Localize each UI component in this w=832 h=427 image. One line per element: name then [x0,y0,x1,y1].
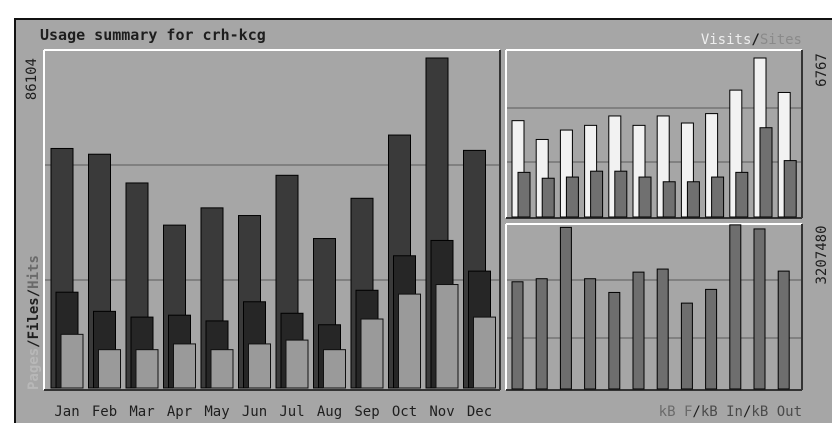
bar-kbf-jan [511,281,524,390]
bar-sites-jan [517,171,531,218]
bar-pages-sep [360,318,384,389]
svg-text:kB F/kB In/kB Out: kB F/kB In/kB Out [659,404,802,420]
bar-pages-feb [98,349,121,389]
month-label-may: May [204,404,229,420]
month-label-feb: Feb [92,404,117,420]
bar-pages-apr [173,343,196,389]
legend-kb-item-0: kB F [659,404,693,420]
bar-kbf-jul [656,268,669,390]
month-label-sep: Sep [354,404,379,420]
bar-pages-aug [323,349,346,389]
bar-kbf-feb [535,278,548,390]
month-label-jan: Jan [54,404,79,420]
month-label-jul: Jul [279,404,304,420]
visits-sites-panel [505,49,803,219]
bar-kbf-aug [680,302,693,390]
bar-pages-jul [285,339,309,389]
svg-text:Visits/Sites: Visits/Sites [701,32,802,48]
month-label-dec: Dec [467,404,492,420]
legend-main-item-0: Pages [26,348,42,390]
legend-kb-item-3: / [743,404,751,420]
legend-kb-item-4: kB Out [751,404,802,420]
month-label-aug: Aug [317,404,342,420]
legend-kb-item-1: / [692,404,700,420]
bar-kbf-jun [632,271,645,390]
bar-kbf-dec [777,270,790,390]
month-label-nov: Nov [429,404,454,420]
month-label-mar: Mar [129,404,154,420]
bar-pages-nov [435,284,459,389]
legend-visits-item-0: Visits [701,32,752,48]
legend-visits-item-2: Sites [760,32,802,48]
bar-kbf-may [608,291,621,390]
bar-pages-may [210,349,234,389]
bar-sites-feb [541,177,555,218]
legend-visits-item-1: / [751,32,759,48]
hits-files-pages-panel [43,49,501,391]
bar-sites-nov [759,127,773,218]
main-ymax-label: 86104 [24,58,40,100]
legend-kb-item-2: kB In [701,404,743,420]
bar-sites-dec [783,160,797,218]
bar-kbf-sep [705,288,718,390]
legend-main-item-2: Files [26,297,42,339]
legend-main-item-1: / [26,339,42,347]
chart-title: Usage summary for crh-kcg [40,26,266,44]
kb-legend: kB F/kB In/kB Out [659,404,802,420]
bar-sites-sep [711,176,725,218]
bar-kbf-oct [729,224,742,390]
pages-files-hits-legend: Pages/Files/Hits [26,255,42,390]
bar-pages-mar [135,349,159,389]
legend-main-item-4: Hits [26,255,42,289]
bar-pages-jun [248,343,271,389]
month-label-apr: Apr [167,404,192,420]
kb-transfer-panel [505,223,803,391]
bar-kbf-apr [584,278,597,390]
bar-kbf-mar [559,226,572,390]
month-axis: Jan Feb Mar Apr May Jun Jul Aug Sep Oct Nov Dec [54,404,492,420]
legend-main-item-3: / [26,289,42,297]
bar-sites-may [614,170,628,218]
svg-text:Pages/Files/Hits: Pages/Files/Hits [26,255,42,390]
bar-sites-jul [662,181,676,218]
bar-sites-oct [735,171,749,218]
bar-kbf-nov [753,228,766,390]
kb-ymax-label: 3207480 [814,225,830,284]
month-label-oct: Oct [392,404,417,420]
visits-ymax-label: 6767 [814,53,830,87]
bar-sites-aug [686,181,700,218]
month-label-jun: Jun [242,404,267,420]
visits-sites-legend: Visits/Sites [701,32,802,48]
bar-pages-dec [473,316,496,389]
bar-pages-oct [398,293,421,389]
bar-sites-mar [565,176,579,218]
bar-pages-jan [60,333,84,389]
bar-sites-apr [590,170,604,218]
bar-sites-jun [638,176,652,218]
